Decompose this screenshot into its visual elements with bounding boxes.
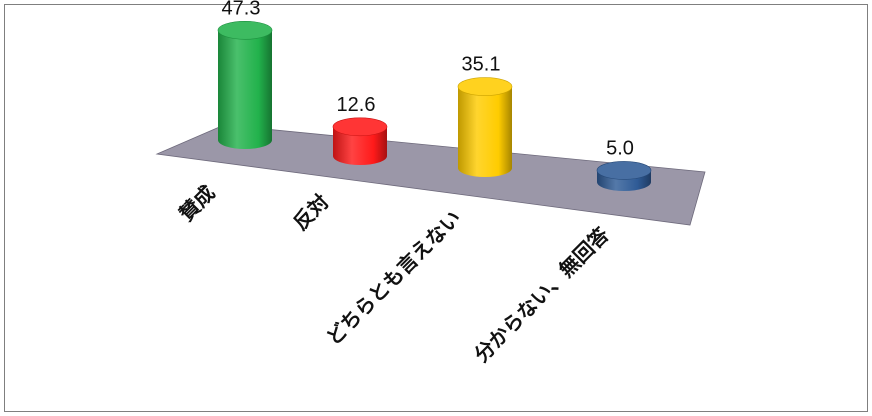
- bar-1: [217, 20, 273, 149]
- chart-frame: [4, 4, 868, 412]
- bar-top: [332, 117, 388, 137]
- bar-top: [457, 77, 513, 96]
- value-label: 35.1: [462, 54, 501, 76]
- bar-3: [457, 77, 513, 177]
- value-label: 12.6: [337, 94, 376, 116]
- category-label: 賛成: [174, 181, 219, 226]
- category-label: どちらとも言えない: [321, 206, 465, 350]
- value-label: 5.0: [606, 137, 634, 159]
- bar-body: [218, 30, 272, 149]
- bar-group: [217, 20, 652, 191]
- chart-floor: [155, 124, 706, 226]
- category-label: 分からない、無回答: [469, 222, 614, 367]
- bar-top: [217, 20, 273, 40]
- bar-body: [333, 126, 387, 165]
- bar-2: [332, 117, 388, 165]
- bar-4: [596, 161, 652, 191]
- category-label: 反対: [288, 190, 333, 235]
- bar-top: [596, 161, 652, 180]
- bar-body: [458, 86, 512, 177]
- value-label-group: 47.3 12.6 35.1 5.0: [222, 0, 634, 159]
- value-label: 47.3: [222, 0, 261, 19]
